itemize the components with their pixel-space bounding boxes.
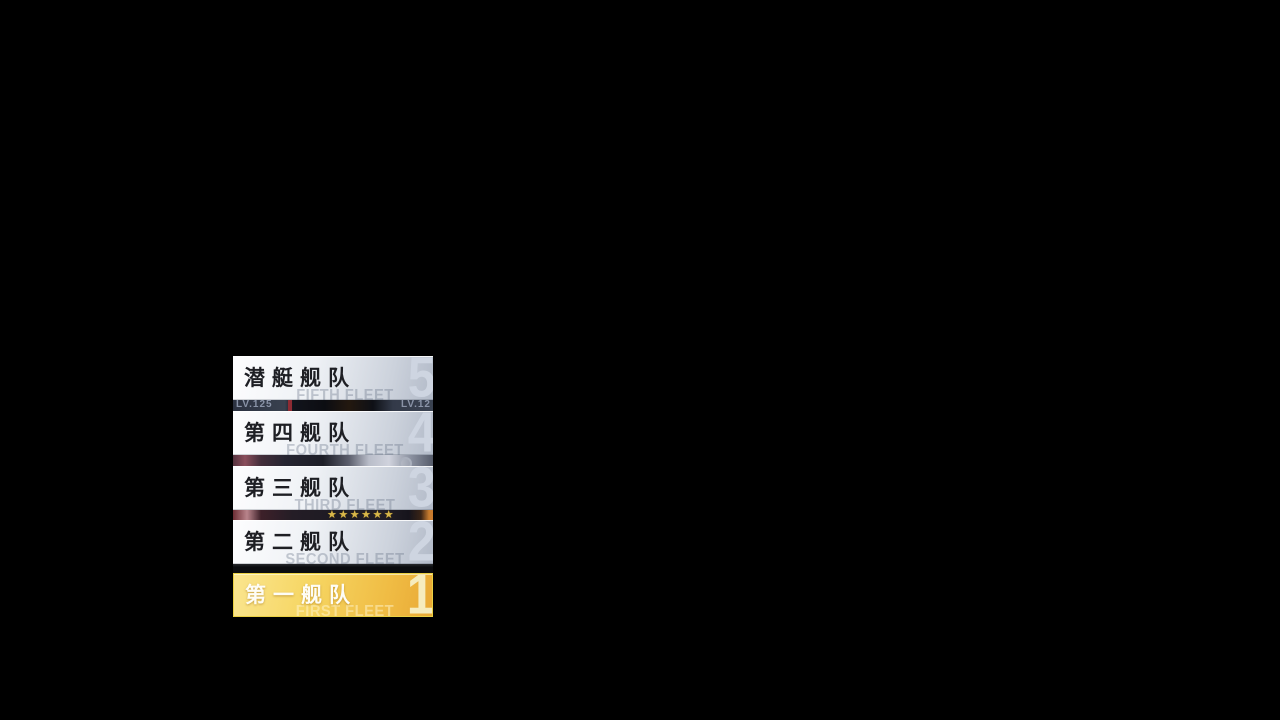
- fleet-watermark: SECOND FLEET: [285, 551, 405, 564]
- fleet-button-first[interactable]: FIRST FLEET 1 第一舰队: [233, 573, 433, 617]
- fleet-watermark: FIRST FLEET: [295, 603, 395, 617]
- fleet-watermark: FIFTH FLEET: [296, 387, 394, 400]
- fleet-label: 第四舰队: [244, 419, 356, 445]
- fleet-label: 第二舰队: [244, 528, 356, 554]
- background-strip-artwork: [233, 455, 433, 466]
- fleet-button-third[interactable]: THIRD FLEET 3 第三舰队: [233, 466, 433, 510]
- fleet-number: 3: [408, 466, 433, 510]
- fleet-label: 潜艇舰队: [244, 364, 356, 390]
- rarity-stars: ★★★★★★: [327, 510, 396, 520]
- fleet-number: 2: [408, 520, 433, 564]
- fleet-label: 第三舰队: [244, 474, 356, 500]
- red-marker-decoration: [288, 400, 292, 411]
- background-strip-stars: ★★★★★★: [233, 510, 433, 520]
- fleet-watermark: FOURTH FLEET: [286, 442, 404, 455]
- fleet-button-fourth[interactable]: FOURTH FLEET 4 第四舰队: [233, 411, 433, 455]
- background-gap: [233, 564, 433, 573]
- fleet-number: 1: [407, 573, 433, 617]
- level-text-right: LV.12: [400, 400, 431, 410]
- fleet-watermark: THIRD FLEET: [294, 497, 396, 510]
- monocle-circle-decoration: [399, 457, 412, 466]
- fleet-number: 5: [408, 356, 433, 400]
- level-text-left: LV.125: [236, 400, 273, 410]
- fleet-label: 第一舰队: [245, 581, 357, 607]
- background-strip-levels: LV.125 LV.12: [233, 400, 433, 411]
- fleet-button-submarine[interactable]: FIFTH FLEET 5 潜艇舰队: [233, 356, 433, 400]
- fleet-number: 4: [408, 411, 433, 455]
- fleet-button-second[interactable]: SECOND FLEET 2 第二舰队: [233, 520, 433, 564]
- fleet-selection-panel: FIFTH FLEET 5 潜艇舰队 LV.125 LV.12 FOURTH F…: [233, 356, 433, 617]
